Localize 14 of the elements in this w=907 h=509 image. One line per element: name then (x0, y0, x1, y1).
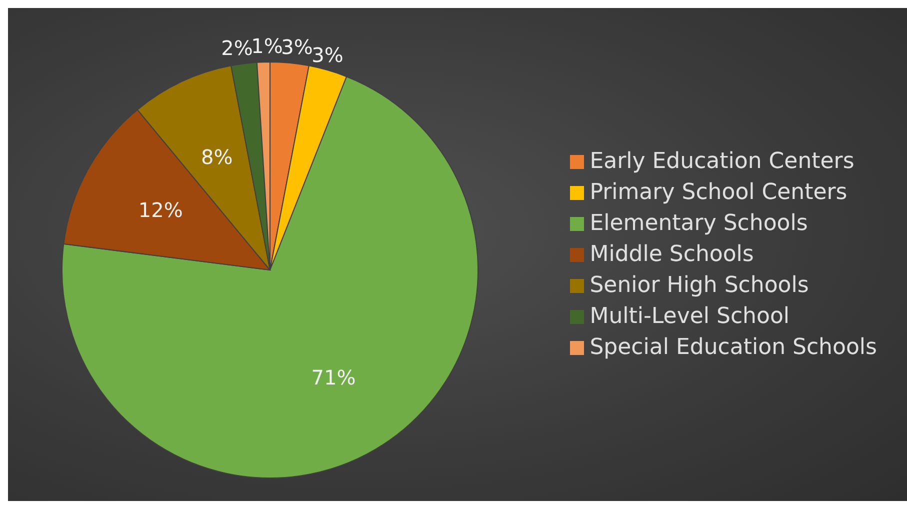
legend-label: Primary School Centers (590, 179, 848, 207)
data-label: 3% (312, 42, 344, 67)
legend-label: Special Education Schools (590, 334, 877, 362)
data-label: 8% (200, 145, 233, 170)
data-label: 12% (138, 198, 183, 222)
data-label: 2% (221, 36, 253, 60)
slice-label: Elementary Schools (590, 210, 808, 238)
data-label: 71% (311, 365, 356, 390)
legend-label: Multi-Level School (590, 303, 790, 331)
data-label: 3% (281, 34, 313, 59)
legend-label: Middle Schools (590, 241, 754, 269)
data-label: 1% (251, 34, 283, 58)
legend-label: Senior High Schools (590, 272, 809, 300)
legend-label: Early Education Centers (590, 148, 854, 176)
